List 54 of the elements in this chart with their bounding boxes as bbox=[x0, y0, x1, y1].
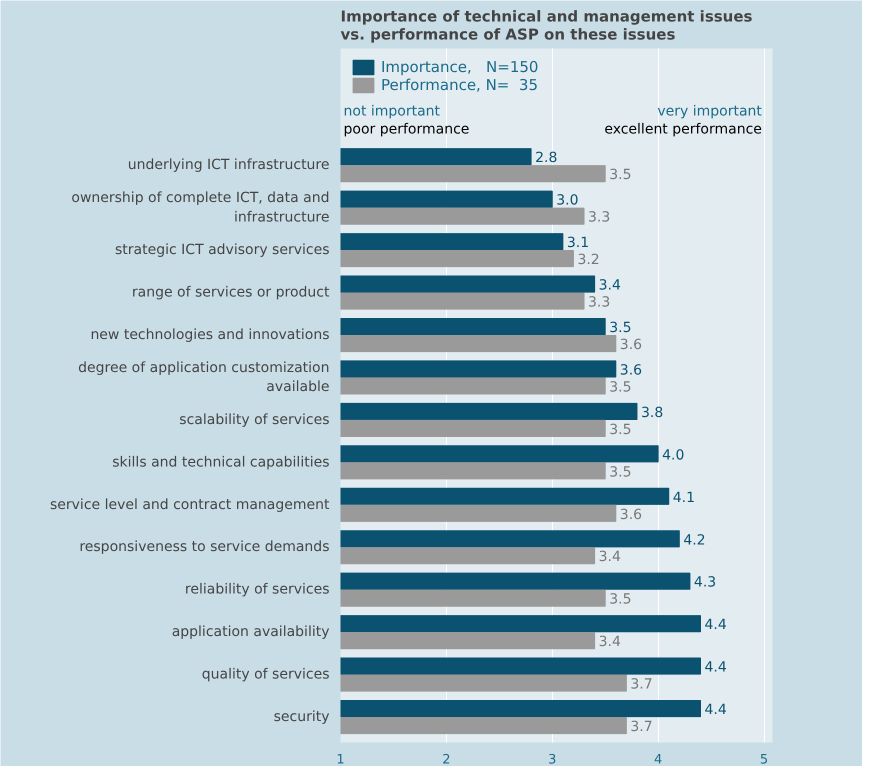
data-label: 3.4 bbox=[598, 549, 621, 566]
data-label: 3.1 bbox=[566, 235, 590, 252]
y-tick-label: reliability of services bbox=[184, 582, 330, 598]
y-tick-label: service level and contract management bbox=[50, 496, 330, 513]
y-tick-label: security bbox=[274, 709, 330, 726]
data-label: 3.5 bbox=[609, 167, 632, 184]
y-tick-label: scalability of services bbox=[179, 412, 330, 428]
x-tick-label: 2 bbox=[442, 752, 451, 768]
data-label: 3.6 bbox=[620, 506, 642, 523]
data-label: 3.6 bbox=[620, 362, 642, 378]
text: excellent performance bbox=[604, 122, 762, 138]
text: not important bbox=[344, 104, 441, 120]
data-label: 3.3 bbox=[588, 210, 610, 226]
x-tick-label: 4 bbox=[654, 752, 662, 768]
data-label: 3.5 bbox=[609, 422, 632, 438]
data-label: 3.0 bbox=[556, 192, 579, 209]
data-label: 4.2 bbox=[683, 532, 706, 548]
data-label: 4.1 bbox=[672, 490, 695, 506]
data-label: 3.2 bbox=[577, 252, 600, 268]
chart-title: Importance of technical and management issues vs. performance of ASP on these issues bbox=[340, 8, 753, 44]
data-label: 3.5 bbox=[609, 464, 632, 480]
data-label: 4.3 bbox=[694, 574, 716, 591]
y-tick-label: underlying ICT infrastructure bbox=[128, 157, 330, 174]
data-label: 2.8 bbox=[535, 150, 558, 166]
y-tick-label: skills and technical capabilities bbox=[112, 454, 330, 470]
data-label: 3.5 bbox=[609, 320, 632, 336]
data-label: 3.4 bbox=[598, 278, 621, 294]
data-label: 3.8 bbox=[640, 404, 664, 421]
data-label: 3.3 bbox=[588, 294, 610, 311]
y-tick-label: ownership of complete ICT, data and infrastructure bbox=[71, 190, 330, 226]
legend-label: Performance, N= 35 bbox=[381, 76, 538, 94]
data-label: 3.4 bbox=[598, 634, 621, 650]
data-label: 3.5 bbox=[609, 379, 632, 396]
x-tick-label: 5 bbox=[760, 752, 768, 768]
y-tick-label: degree of application customization available bbox=[78, 360, 330, 396]
data-label: 4.4 bbox=[704, 702, 727, 718]
y-tick-label: range of services or product bbox=[132, 284, 330, 301]
data-label: 4.0 bbox=[662, 447, 684, 464]
y-tick-label: new technologies and innovations bbox=[90, 327, 330, 344]
data-label: 3.7 bbox=[630, 719, 653, 736]
y-tick-label: application availability bbox=[172, 624, 330, 640]
text: very important bbox=[657, 104, 762, 120]
text: poor performance bbox=[344, 122, 470, 138]
y-tick-label: responsiveness to service demands bbox=[79, 539, 330, 556]
data-label: 3.6 bbox=[620, 337, 642, 354]
x-tick-label: 1 bbox=[336, 752, 345, 768]
data-label: 4.4 bbox=[704, 660, 727, 676]
data-label: 3.5 bbox=[609, 592, 632, 608]
x-tick-label: 3 bbox=[548, 752, 556, 768]
legend-label: Importance, N=150 bbox=[381, 58, 538, 76]
data-label: 4.4 bbox=[704, 617, 727, 634]
y-tick-label: quality of services bbox=[202, 666, 330, 683]
data-label: 3.7 bbox=[630, 676, 653, 693]
y-tick-label: strategic ICT advisory services bbox=[115, 242, 330, 258]
